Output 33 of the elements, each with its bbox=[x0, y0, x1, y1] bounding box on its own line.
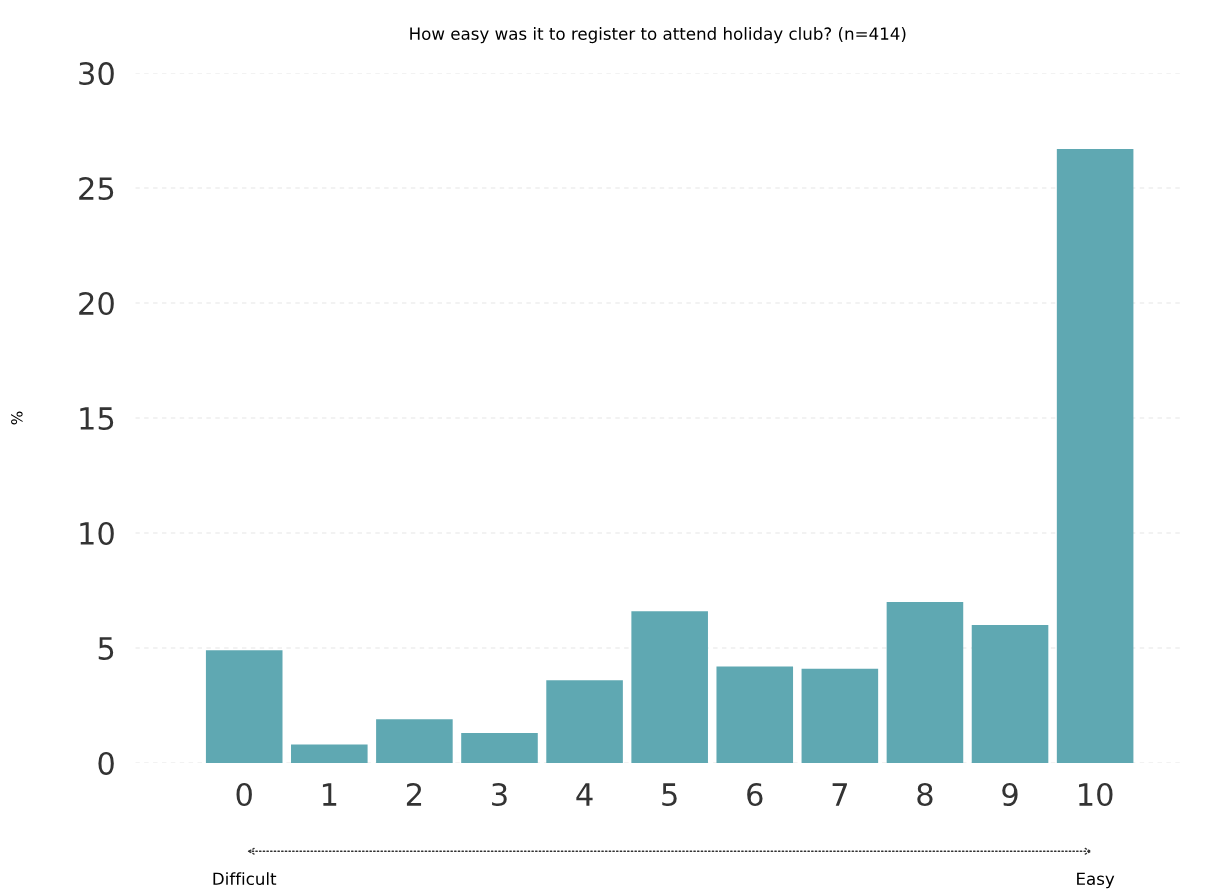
y-axis-title: % bbox=[11, 411, 23, 425]
text: Difficult bbox=[213, 872, 277, 886]
y-tick-label: 30 bbox=[79, 61, 114, 86]
x-tick-label: 9 bbox=[1002, 782, 1018, 807]
x-tick-label: 2 bbox=[406, 782, 422, 806]
bar bbox=[376, 719, 453, 763]
bar bbox=[801, 668, 879, 763]
chart-title: How easy was it to register to attend holiday club? (n=414) bbox=[410, 27, 906, 44]
bar bbox=[971, 624, 1049, 763]
y-tick-label: 10 bbox=[80, 521, 114, 546]
x-tick-label: 3 bbox=[492, 782, 507, 807]
bar bbox=[886, 601, 964, 763]
x-tick-label: 0 bbox=[236, 782, 252, 807]
x-tick-label: 1 bbox=[322, 783, 337, 806]
x-tick-label: 7 bbox=[832, 783, 847, 806]
bar bbox=[1056, 148, 1134, 763]
x-tick-label: 6 bbox=[747, 782, 763, 807]
x-tick-label: 4 bbox=[576, 783, 593, 806]
y-tick-label: 25 bbox=[79, 176, 114, 201]
bar bbox=[291, 744, 368, 763]
y-tick-label: 20 bbox=[79, 291, 114, 316]
y-tick-label: 0 bbox=[98, 751, 114, 776]
y-tick-label: 15 bbox=[80, 407, 114, 431]
y-tick-label: 5 bbox=[98, 637, 114, 661]
text: Easy bbox=[1077, 872, 1115, 889]
bar bbox=[546, 680, 623, 763]
x-tick-label: 8 bbox=[917, 782, 933, 807]
bar bbox=[205, 650, 283, 763]
bar bbox=[631, 611, 708, 763]
bar bbox=[461, 733, 538, 763]
bar bbox=[716, 666, 794, 763]
x-tick-label: 5 bbox=[662, 783, 677, 807]
x-tick-label: 10 bbox=[1079, 782, 1113, 807]
